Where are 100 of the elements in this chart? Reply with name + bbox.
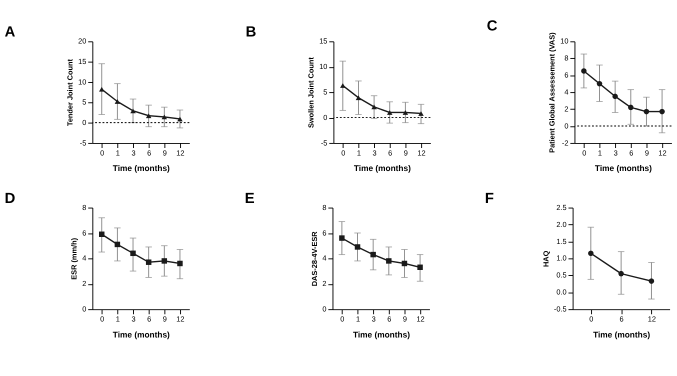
x-tick-label: 9 <box>402 314 407 324</box>
point <box>596 80 602 86</box>
x-tick-label: 6 <box>147 314 152 324</box>
x-tick-label: 6 <box>629 148 634 158</box>
point <box>162 114 168 120</box>
x-tick-label: 9 <box>404 148 408 158</box>
x-tick-label: 12 <box>658 148 667 158</box>
y-tick-label: 10 <box>319 62 328 72</box>
point <box>386 258 392 264</box>
y-axis-title: HAQ <box>541 250 550 268</box>
chart-title: D <box>4 190 16 207</box>
y-axis-title: Tender Joint Count <box>66 58 75 126</box>
x-axis-title: Time (months) <box>112 163 170 174</box>
y-tick-label: -2 <box>562 138 568 148</box>
x-tick-label: 1 <box>598 148 602 158</box>
point <box>612 94 618 100</box>
y-tick-label: 5 <box>323 87 328 96</box>
y-tick-label: 0 <box>323 112 328 122</box>
point <box>402 260 408 266</box>
x-tick-label: 1 <box>356 148 361 158</box>
point <box>162 258 168 264</box>
point <box>659 108 665 114</box>
y-tick-label: -0.5 <box>554 304 567 314</box>
point <box>146 113 152 118</box>
x-tick-label: 1 <box>356 314 360 324</box>
y-tick-label: 0 <box>82 304 86 314</box>
y-axis-title: DAS-28-4V-ESR <box>310 230 319 286</box>
y-tick-label: 2.5 <box>556 202 567 212</box>
y-tick-label: 2 <box>564 104 568 114</box>
point <box>130 250 136 256</box>
x-tick-label: 0 <box>589 314 594 324</box>
x-tick-label: 6 <box>387 314 392 324</box>
y-tick-label: 5 <box>82 98 86 107</box>
point <box>417 264 423 270</box>
y-axis-title: Patient Global Assessement (VAS) <box>548 32 557 153</box>
chart-title: E <box>244 190 255 207</box>
point <box>130 108 136 114</box>
y-tick-label: 10 <box>78 77 86 86</box>
x-tick-label: 0 <box>341 148 346 158</box>
point <box>581 68 587 74</box>
y-tick-label: 0.5 <box>556 270 567 280</box>
y-tick-label: 4 <box>564 87 568 96</box>
x-tick-label: 9 <box>162 148 167 158</box>
y-tick-label: 1.5 <box>556 236 567 246</box>
chart-title: F <box>484 190 494 207</box>
point <box>648 278 654 284</box>
y-tick-label: 2.0 <box>556 220 567 229</box>
y-tick-label: 10 <box>560 36 568 46</box>
x-tick-label: 3 <box>614 148 618 158</box>
point <box>146 259 152 265</box>
y-tick-label: 15 <box>319 36 328 46</box>
y-tick-label: 8 <box>82 202 86 212</box>
point <box>644 108 650 114</box>
x-tick-label: 12 <box>176 148 185 158</box>
y-axis-title: Swollen Joint Count <box>306 56 316 128</box>
chart-title: C <box>486 18 498 35</box>
y-tick-label: 1.0 <box>556 254 567 263</box>
y-tick-label: 6 <box>322 228 326 238</box>
x-axis-title: Time (months) <box>352 329 410 340</box>
x-tick-label: 12 <box>417 148 426 158</box>
x-tick-label: 6 <box>388 148 392 158</box>
point <box>387 110 392 115</box>
y-tick-label: 15 <box>78 56 86 66</box>
y-tick-label: 4 <box>322 254 326 263</box>
y-tick-label: 20 <box>78 36 86 46</box>
x-tick-label: 1 <box>116 314 120 324</box>
point <box>177 260 183 266</box>
y-tick-label: 6 <box>564 70 568 80</box>
x-tick-label: 12 <box>416 314 425 324</box>
y-tick-label: 2 <box>322 279 326 288</box>
x-tick-label: 1 <box>116 148 120 158</box>
y-tick-label: 8 <box>564 54 568 63</box>
point <box>588 250 594 256</box>
chart-title: A <box>4 24 16 41</box>
point <box>370 252 376 258</box>
point <box>339 235 345 241</box>
x-tick-label: 0 <box>582 148 586 158</box>
y-tick-label: 0 <box>322 304 326 314</box>
y-tick-label: 0.0 <box>556 288 567 297</box>
y-tick-label: -5 <box>320 138 328 148</box>
point <box>356 95 362 100</box>
x-tick-label: 3 <box>131 148 136 158</box>
y-axis-title: ESR (mm/h) <box>70 237 79 280</box>
x-tick-label: 9 <box>644 148 649 158</box>
x-axis-title: Time (months) <box>354 163 412 174</box>
y-tick-label: 0 <box>82 118 86 127</box>
x-axis-title: Time (months) <box>593 329 650 340</box>
point <box>114 99 120 104</box>
x-tick-label: 12 <box>648 314 656 324</box>
point <box>354 244 360 250</box>
x-tick-label: 6 <box>147 148 152 158</box>
point <box>418 111 424 116</box>
x-axis-title: Time (months) <box>594 163 652 174</box>
point <box>628 104 634 110</box>
point <box>402 110 408 115</box>
point <box>177 116 183 122</box>
y-tick-label: 4 <box>82 254 86 263</box>
point <box>99 232 104 237</box>
x-tick-label: 0 <box>100 314 104 324</box>
y-tick-label: 0 <box>564 121 568 130</box>
